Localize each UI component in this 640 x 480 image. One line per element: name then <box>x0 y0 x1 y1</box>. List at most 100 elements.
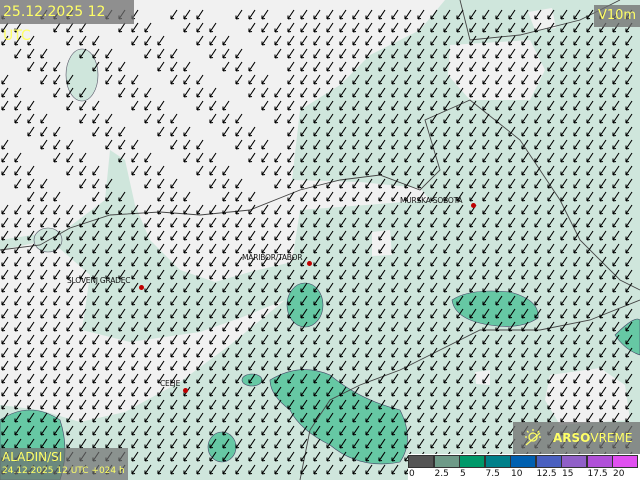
wind-arrow <box>170 282 178 293</box>
wind-arrow <box>482 217 490 228</box>
wind-arrow <box>144 217 152 228</box>
wind-arrow <box>313 139 321 150</box>
wind-arrow <box>391 282 399 293</box>
wind-arrow <box>391 360 399 371</box>
wind-arrow <box>352 152 360 163</box>
wind-arrow <box>118 87 126 98</box>
wind-arrow <box>40 61 48 72</box>
wind-arrow <box>105 308 113 319</box>
wind-arrow <box>547 334 555 345</box>
wind-arrow <box>339 295 347 306</box>
wind-arrow <box>105 74 113 85</box>
wind-arrow <box>313 113 321 124</box>
wind-arrow <box>300 425 308 436</box>
wind-arrow <box>391 256 399 267</box>
wind-arrow <box>222 61 230 72</box>
wind-arrow <box>1 321 9 332</box>
wind-arrow <box>547 243 555 254</box>
wind-arrow <box>417 9 425 20</box>
wind-arrow <box>339 334 347 345</box>
wind-arrow <box>235 373 243 384</box>
wind-arrow <box>430 282 438 293</box>
wind-arrow <box>534 295 542 306</box>
wind-arrow <box>560 243 568 254</box>
wind-arrow <box>391 269 399 280</box>
wind-arrow <box>105 425 113 436</box>
wind-arrow <box>105 217 113 228</box>
wind-arrow <box>209 230 217 241</box>
wind-arrow <box>118 22 126 33</box>
wind-arrow <box>235 282 243 293</box>
wind-arrow <box>144 321 152 332</box>
wind-arrow <box>391 243 399 254</box>
valid-time-label: 25.12.2025 12 UTC <box>0 0 134 44</box>
wind-arrow <box>417 269 425 280</box>
wind-arrow <box>183 464 191 475</box>
wind-arrow <box>508 48 516 59</box>
wind-arrow <box>53 334 61 345</box>
wind-arrow <box>547 126 555 137</box>
wind-arrow <box>391 308 399 319</box>
wind-arrow <box>573 165 581 176</box>
wind-arrow <box>222 282 230 293</box>
wind-arrow <box>599 113 607 124</box>
wind-arrow <box>430 230 438 241</box>
wind-arrow <box>391 230 399 241</box>
wind-arrow <box>209 412 217 423</box>
wind-arrow <box>157 425 165 436</box>
wind-arrow <box>27 113 35 124</box>
wind-arrow <box>404 139 412 150</box>
wind-arrow <box>105 438 113 449</box>
wind-arrow <box>1 269 9 280</box>
wind-arrow <box>287 126 295 137</box>
wind-arrow <box>326 373 334 384</box>
wind-arrow <box>456 295 464 306</box>
wind-arrow <box>287 165 295 176</box>
wind-arrow <box>300 282 308 293</box>
wind-arrow <box>14 386 22 397</box>
wind-arrow <box>92 308 100 319</box>
wind-arrow <box>430 217 438 228</box>
wind-arrow <box>183 295 191 306</box>
wind-arrow <box>469 243 477 254</box>
wind-arrow <box>14 165 22 176</box>
wind-arrow <box>378 126 386 137</box>
wind-arrow <box>40 139 48 150</box>
wind-arrow <box>66 217 74 228</box>
wind-arrow <box>508 87 516 98</box>
wind-arrow <box>430 204 438 215</box>
wind-arrow <box>625 139 633 150</box>
wind-arrow <box>521 243 529 254</box>
wind-arrow <box>209 282 217 293</box>
wind-arrow <box>300 217 308 228</box>
wind-arrow <box>482 347 490 358</box>
wind-arrow <box>313 373 321 384</box>
wind-arrow <box>391 178 399 189</box>
wind-arrow <box>326 87 334 98</box>
wind-arrow <box>378 308 386 319</box>
wind-arrow <box>222 35 230 46</box>
wind-arrow <box>300 243 308 254</box>
wind-arrow <box>222 399 230 410</box>
wind-arrow <box>27 100 35 111</box>
wind-arrow <box>391 22 399 33</box>
wind-arrow <box>313 269 321 280</box>
wind-arrow <box>222 191 230 202</box>
wind-arrow <box>209 321 217 332</box>
wind-arrow <box>391 425 399 436</box>
wind-arrow <box>196 308 204 319</box>
wind-arrow <box>625 308 633 319</box>
wind-arrow <box>14 438 22 449</box>
wind-arrow <box>573 204 581 215</box>
wind-arrow <box>287 438 295 449</box>
wind-arrow <box>53 321 61 332</box>
wind-arrow <box>521 256 529 267</box>
wind-arrow <box>508 399 516 410</box>
wind-arrow <box>157 295 165 306</box>
wind-arrow <box>313 321 321 332</box>
wind-arrow <box>339 204 347 215</box>
wind-arrow <box>27 425 35 436</box>
wind-arrow <box>612 412 620 423</box>
wind-arrow <box>131 282 139 293</box>
wind-arrow <box>144 165 152 176</box>
